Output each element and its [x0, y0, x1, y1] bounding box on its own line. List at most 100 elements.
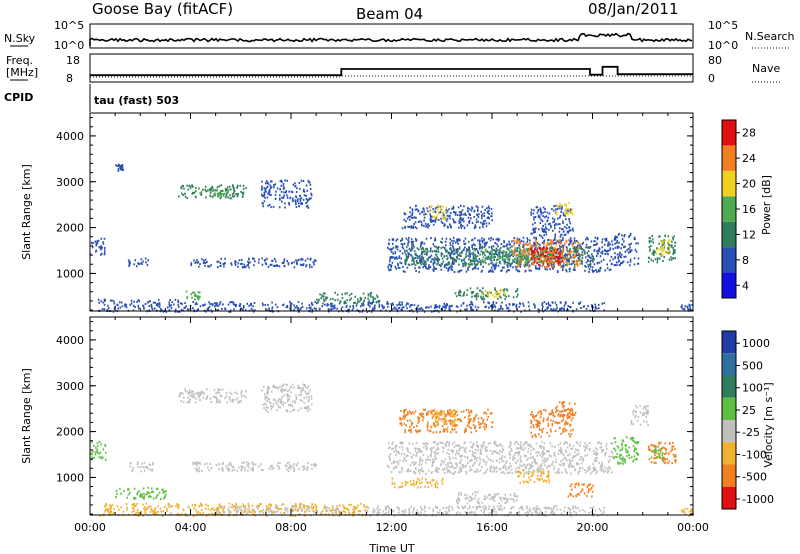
search-tick-bottom: 10^0: [708, 39, 738, 52]
velocity-region-21: [650, 445, 664, 461]
velocity-region-0: [90, 441, 107, 461]
sky-panel-frame: [89, 23, 694, 49]
velocity-cbar-swatch: [722, 486, 736, 509]
velocity-region-14: [517, 469, 551, 484]
power-region-14: [512, 239, 582, 269]
power-cbar-tick-label: 8: [742, 254, 749, 267]
velocity-region-pixels: [455, 491, 519, 505]
power-region-pixels: [185, 290, 201, 301]
velocity-region-13: [555, 401, 577, 420]
velocity-ytick-label: 1000: [56, 471, 84, 484]
velocity-frame: [89, 316, 694, 516]
power-region-pixels: [655, 239, 671, 256]
velocity-cbar-tick-label: 1000: [742, 337, 770, 350]
velocity-cbar-swatch: [722, 375, 736, 398]
search-tick-top: 10^5: [708, 19, 738, 32]
power-region-15: [529, 245, 564, 266]
power-region-22: [367, 300, 605, 313]
nave-label: Nave: [752, 62, 780, 75]
velocity-region-pixels: [366, 505, 605, 517]
velocity-xtick-label: 04:00: [175, 521, 207, 534]
freq-trace: [90, 65, 693, 77]
velocity-ytick-label: 4000: [56, 334, 84, 347]
velocity-cbar-tick-label: -500: [742, 471, 767, 484]
power-region-4: [194, 188, 230, 198]
velocity-xtick-label: 08:00: [275, 521, 307, 534]
power-region-pixels: [178, 300, 368, 313]
velocity-colorbar: 1000 500 100 25 -25 -100 -500 -1000: [721, 330, 774, 510]
freq-tick-top: 18: [66, 54, 80, 67]
sky-tick-bottom: 10^0: [54, 39, 84, 52]
velocity-xtick-label: 00:00: [74, 521, 106, 534]
power-ytick-label: 3000: [56, 176, 84, 189]
velocity-cbar-swatch: [722, 353, 736, 376]
velocity-region-pixels: [192, 461, 317, 473]
velocity-region-pixels: [115, 486, 167, 500]
power-region-pixels: [190, 257, 317, 269]
velocity-region-12: [530, 408, 574, 438]
power-ylabel: Slant Range [km]: [20, 164, 33, 260]
velocity-region-4: [178, 388, 247, 404]
power-region-25: [655, 239, 671, 256]
velocity-xtick-label: 00:00: [677, 521, 709, 534]
power-region-pixels: [429, 204, 447, 220]
velocity-region-16: [455, 491, 519, 505]
power-region-21: [481, 289, 506, 299]
velocity-region-7: [178, 502, 368, 517]
power-region-pixels: [367, 300, 605, 313]
velocity-region-5: [261, 383, 313, 413]
velocity-region-pixels: [386, 440, 614, 475]
power-frame: [89, 112, 694, 312]
velocity-cbar-frame: [721, 330, 737, 510]
cpid-value: tau (fast) 503: [94, 94, 179, 107]
power-cbar-tick-label: 24: [742, 152, 756, 165]
power-region-pixels: [529, 245, 564, 266]
velocity-region-pixels: [630, 404, 649, 427]
sky-tick-top: 10^5: [54, 19, 84, 32]
power-region-pixels: [316, 291, 381, 305]
velocity-region-10: [399, 408, 494, 434]
power-cbar-tick-label: 16: [742, 203, 756, 216]
velocity-ylabel: Slant Range [km]: [20, 368, 33, 464]
velocity-region-pixels: [650, 445, 664, 461]
velocity-region-15: [567, 482, 594, 498]
power-region-pixels: [127, 257, 149, 268]
power-region-pixels: [481, 289, 506, 299]
velocity-cbar-swatch: [722, 442, 736, 465]
velocity-region-pixels: [430, 408, 456, 429]
velocity-region-pixels: [680, 507, 695, 517]
power-cbar-swatch: [722, 145, 736, 171]
velocity-region-pixels: [178, 502, 368, 517]
velocity-region-pixels: [261, 383, 313, 413]
power-cbar-swatch: [722, 170, 736, 197]
power-region-13: [480, 248, 556, 264]
nave-tick-top: 80: [708, 54, 722, 67]
velocity-ytick-label: 2000: [56, 426, 84, 439]
velocity-region-19: [613, 436, 640, 465]
power-region-pixels: [512, 239, 582, 269]
power-region-12: [404, 246, 594, 267]
nave-trace: [90, 75, 693, 78]
power-region-18: [530, 204, 574, 239]
sky-trace: [89, 32, 693, 46]
velocity-region-3: [129, 461, 154, 473]
velocity-region-pixels: [399, 408, 494, 434]
velocity-region-pixels: [613, 436, 640, 465]
power-cbar-tick-label: 12: [742, 228, 756, 241]
power-region-20: [454, 287, 519, 301]
power-region-6: [127, 257, 149, 268]
power-region-pixels: [97, 298, 180, 313]
power-region-pixels: [115, 163, 124, 172]
power-cbar-swatch: [722, 120, 736, 146]
velocity-cbar-swatch: [722, 397, 736, 420]
date-title: 08/Jan/2011: [588, 0, 679, 18]
power-region-0: [90, 237, 106, 256]
power-ytick-label: 2000: [56, 222, 84, 235]
power-region-pixels: [194, 188, 230, 198]
velocity-region-pixels: [129, 461, 154, 473]
velocity-region-18: [366, 505, 605, 517]
station-title: Goose Bay (fitACF): [92, 0, 233, 18]
velocity-region-pixels: [215, 504, 341, 514]
power-cbar-tick-label: 20: [742, 178, 756, 191]
power-region-pixels: [401, 204, 493, 230]
